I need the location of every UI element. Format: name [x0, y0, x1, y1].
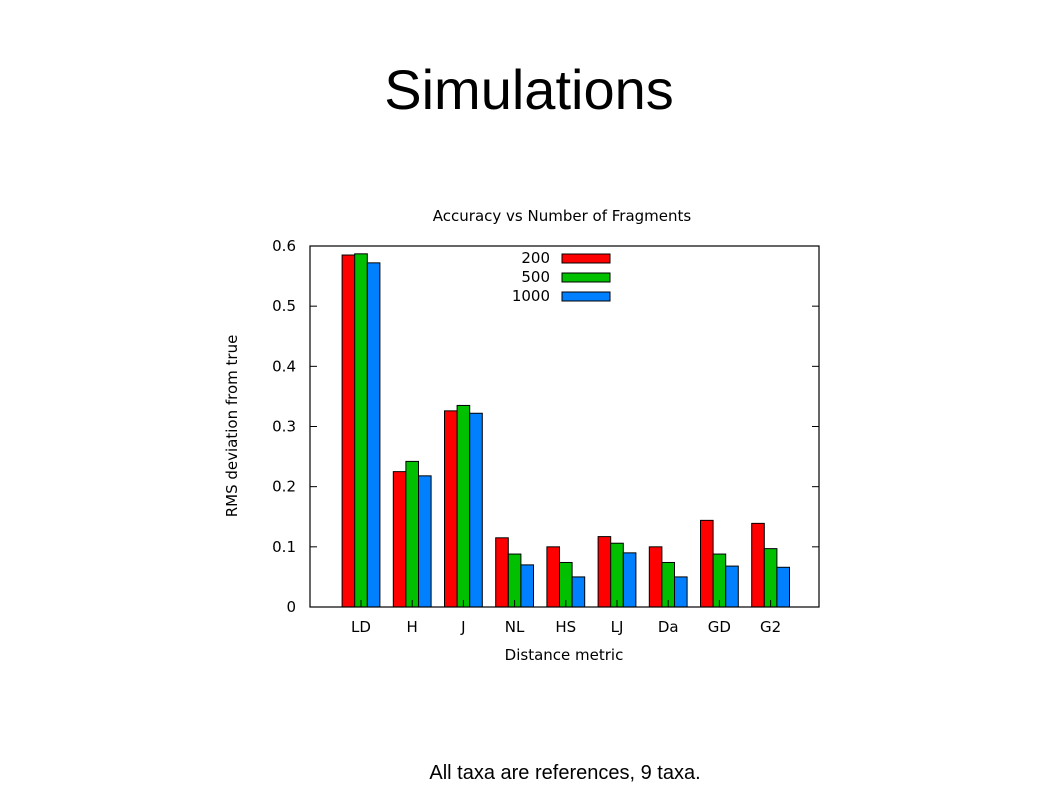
legend-label: 500 [521, 268, 550, 286]
x-tick-label: Da [658, 618, 679, 636]
bar [776, 566, 791, 608]
bar [597, 536, 612, 608]
bar [751, 522, 765, 608]
bar [725, 565, 739, 608]
legend-label: 1000 [512, 287, 550, 305]
bar [405, 460, 419, 608]
bar [495, 537, 509, 608]
bar [712, 553, 727, 608]
slide-caption: All taxa are references, 9 taxa. [429, 762, 701, 784]
x-axis-label: Distance metric [505, 646, 624, 664]
bar [571, 576, 586, 608]
bar [546, 546, 561, 608]
y-tick-label: 0 [286, 598, 296, 616]
bar [469, 412, 483, 608]
y-tick-label: 0.1 [272, 538, 296, 556]
plot-area: 0 0.1 0.2 0.3 0.4 0.5 0.6 LD H J NL HS LJ Da GD G2 [272, 237, 819, 636]
y-tick-label: 0.2 [272, 478, 296, 496]
bar [610, 542, 624, 608]
x-tick-label: NL [505, 618, 525, 636]
bar [622, 552, 637, 608]
y-axis-label: RMS deviation from true [223, 335, 241, 518]
bar [507, 553, 522, 608]
y-tick-label: 0.4 [272, 357, 296, 375]
bar [700, 519, 714, 608]
x-tick-label: G2 [760, 618, 781, 636]
bar [763, 548, 778, 608]
slide-title: Simulations [384, 58, 674, 121]
x-tick-label: LJ [611, 618, 624, 636]
bar [674, 576, 688, 608]
legend-swatch [561, 291, 611, 302]
x-tick-label: LD [351, 618, 371, 636]
x-tick-label: HS [555, 618, 576, 636]
bar [456, 404, 471, 608]
x-tick-label: J [460, 618, 465, 636]
legend-label: 200 [521, 249, 550, 267]
y-tick-label: 0.3 [272, 418, 296, 436]
bar [418, 475, 432, 608]
bar [648, 546, 663, 608]
bar [520, 564, 535, 608]
y-tick-label: 0.5 [272, 297, 296, 315]
plot-frame [309, 245, 820, 608]
bar [366, 262, 381, 608]
legend-swatch [561, 253, 611, 264]
chart-title: Accuracy vs Number of Fragments [433, 207, 692, 225]
bar [341, 254, 356, 608]
bar [444, 410, 458, 608]
x-tick-label: GD [708, 618, 731, 636]
bar [354, 253, 368, 608]
bar [392, 471, 407, 608]
y-tick-label: 0.6 [272, 237, 296, 255]
legend-swatch [561, 272, 611, 283]
x-tick-label: H [407, 618, 418, 636]
